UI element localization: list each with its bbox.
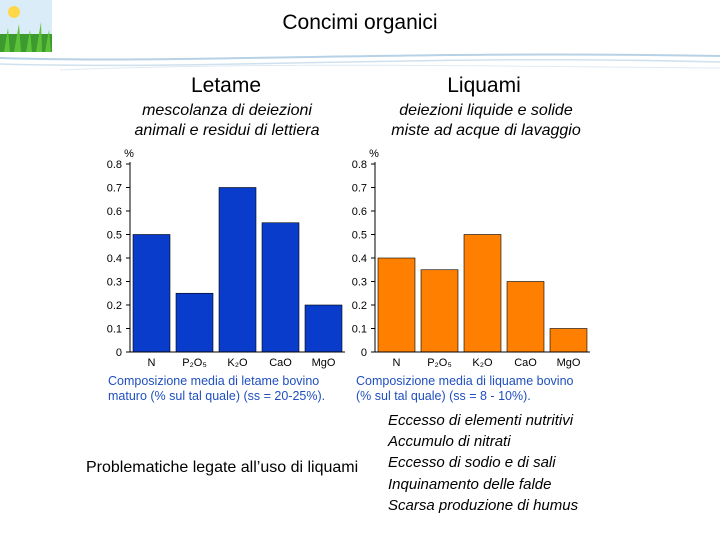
y-tick-label: 0.2: [352, 300, 367, 312]
y-tick-label: 0.6: [352, 206, 367, 218]
y-tick-label: 0.7: [352, 183, 367, 195]
x-tick-label: CaO: [514, 357, 537, 369]
bar: [420, 269, 459, 353]
y-tick-label: 0.6: [107, 206, 122, 218]
y-tick-label: 0.4: [107, 253, 122, 265]
x-tick-label: CaO: [269, 357, 292, 369]
issues-list: Eccesso di elementi nutritivi Accumulo d…: [388, 410, 578, 516]
liquami-caption: Composizione media di liquame bovino (% …: [356, 374, 573, 404]
y-tick-label: 0.8: [352, 159, 367, 171]
y-tick-label: 0.3: [107, 277, 122, 289]
bar: [549, 328, 588, 353]
liquami-description: deiezioni liquide e solide miste ad acqu…: [356, 101, 616, 141]
issue-item: Inquinamento delle falde: [388, 475, 552, 493]
bar: [304, 304, 343, 353]
meadow-logo: [0, 0, 52, 52]
letame-description: mescolanza di deiezioni animali e residu…: [97, 101, 357, 141]
title-underline: [0, 53, 720, 71]
issue-item: Scarsa produzione di humus: [388, 496, 579, 514]
y-tick-label: 0.1: [107, 324, 122, 336]
problems-heading: Problematiche legate all’uso di liquami: [86, 459, 359, 476]
liquami-caption-line1: Composizione media di liquame bovino: [356, 374, 574, 388]
liquami-bar-chart: % 0 0.1 0.2 0.3 0.4 0.5 0.6 0.7 0.8 N P₂O₅ K₂O CaO MgO: [352, 148, 590, 369]
x-tick-label: P₂O₅: [427, 357, 452, 369]
x-tick-label: N: [148, 357, 156, 369]
y-tick-label: 0: [116, 347, 122, 359]
bar: [218, 187, 257, 353]
y-tick-label: 0.2: [107, 300, 122, 312]
slide-title: Concimi organici: [282, 11, 438, 34]
issue-item: Eccesso di elementi nutritivi: [388, 412, 574, 429]
y-tick-label: 0.8: [107, 159, 122, 171]
y-tick-label: 0.5: [107, 230, 122, 242]
x-tick-label: MgO: [557, 357, 581, 369]
letame-description-line1: mescolanza di deiezioni: [142, 102, 312, 119]
x-tick-label: P₂O₅: [182, 357, 207, 369]
letame-caption-line1: Composizione media di letame bovino: [108, 374, 320, 388]
x-tick-label: K₂O: [472, 357, 493, 369]
bar: [377, 257, 416, 353]
y-tick-label: 0.1: [352, 324, 367, 336]
y-axis-unit: %: [369, 148, 379, 160]
bar: [132, 234, 171, 353]
letame-bar-chart: % 0 0.1 0.2 0.3 0.4 0.5 0.6 0.7 0.8 N P₂O₅ K₂O CaO MgO: [107, 148, 345, 369]
x-tick-label: MgO: [312, 357, 336, 369]
letame-caption: Composizione media di letame bovino matu…: [108, 374, 325, 404]
y-tick-label: 0.5: [352, 230, 367, 242]
bar: [506, 281, 545, 353]
letame-heading: Letame: [190, 74, 262, 97]
issue-item: Accumulo di nitrati: [388, 433, 511, 451]
x-tick-label: N: [393, 357, 401, 369]
y-tick-label: 0: [361, 347, 367, 359]
y-tick-label: 0.4: [352, 253, 367, 265]
x-tick-label: K₂O: [227, 357, 248, 369]
letame-caption-line2: maturo (% sul tal quale) (ss = 20-25%).: [108, 389, 326, 403]
liquami-heading: Liquami: [447, 74, 521, 97]
bar: [175, 292, 214, 353]
bar: [463, 234, 502, 353]
y-tick-label: 0.3: [352, 277, 367, 289]
y-axis-unit: %: [124, 148, 134, 160]
letame-description-line2: animali e residui di lettiera: [134, 122, 320, 139]
y-tick-label: 0.7: [107, 183, 122, 195]
bar: [261, 222, 300, 353]
liquami-caption-line2: (% sul tal quale) (ss = 8 - 10%).: [356, 389, 531, 403]
liquami-description-line2: miste ad acque di lavaggio: [391, 122, 581, 139]
liquami-description-line1: deiezioni liquide e solide: [399, 102, 573, 119]
issue-item: Eccesso di sodio e di sali: [388, 454, 556, 472]
